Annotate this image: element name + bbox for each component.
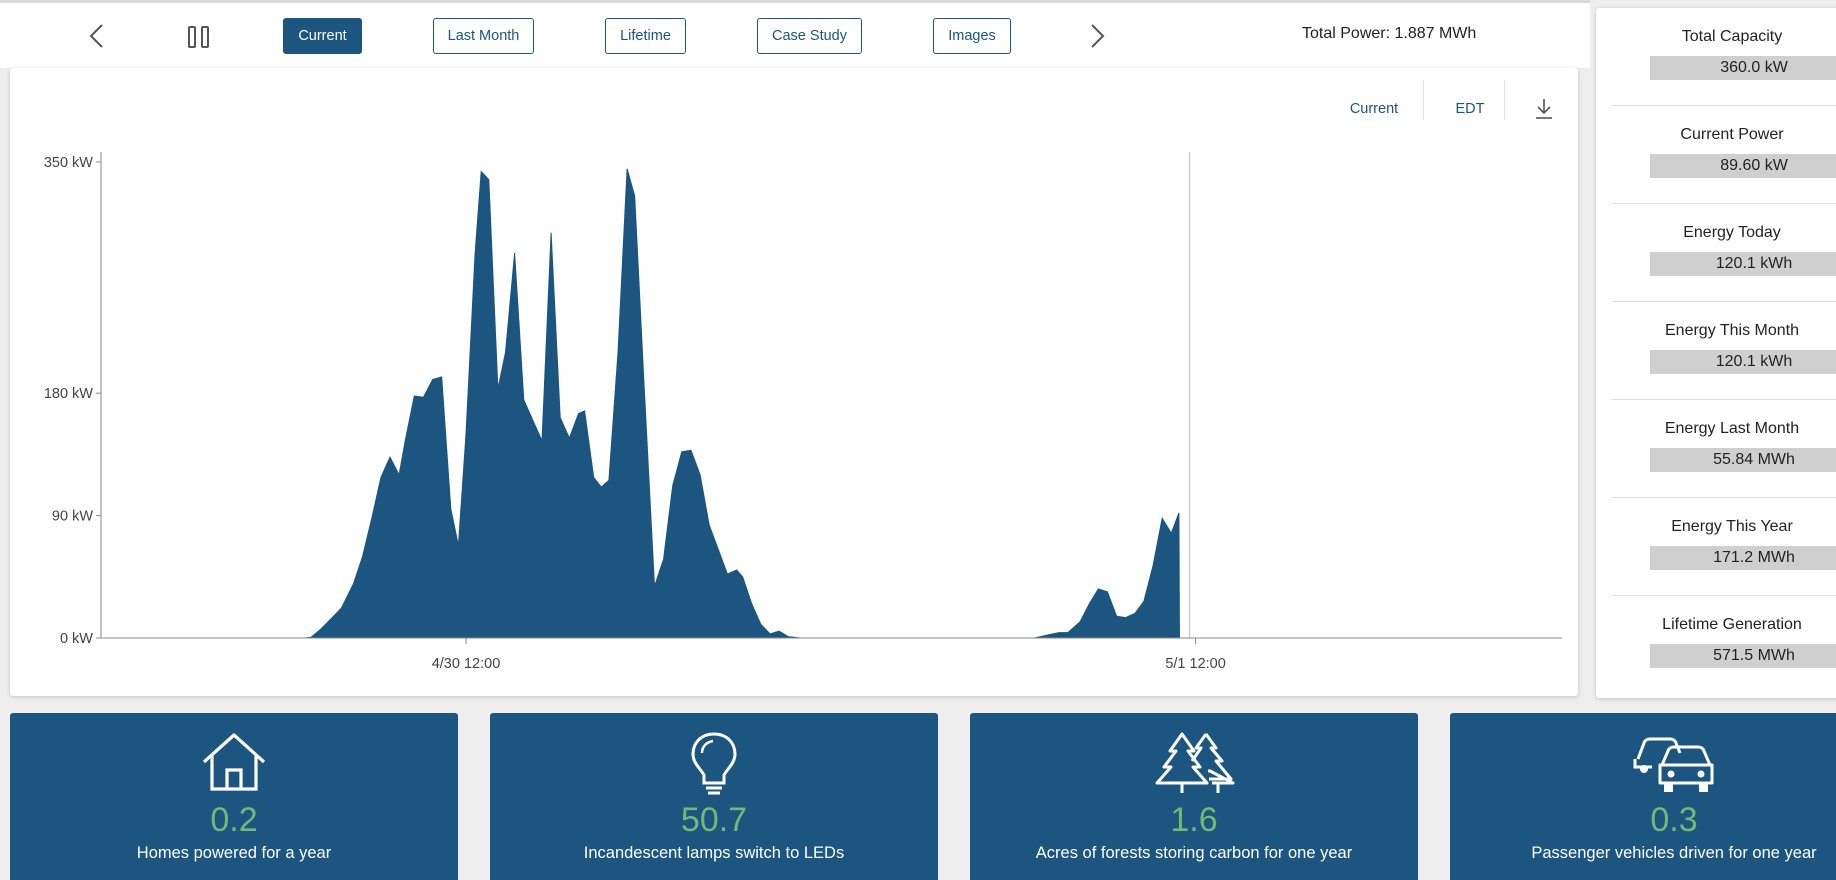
- next-arrow-icon[interactable]: [1082, 21, 1112, 51]
- total-power-readout: Total Power: 1.887 MWh: [1302, 25, 1477, 42]
- toolbar-divider: [1504, 80, 1505, 120]
- stat-label: Energy This Month: [1665, 322, 1799, 339]
- tab-case-study[interactable]: Case Study: [757, 18, 862, 54]
- stat-label: Current Power: [1680, 126, 1784, 143]
- stat-value: 55.84 MWh: [1650, 448, 1836, 472]
- stat-energy-this-month: Energy This Month 120.1 kWh: [1612, 302, 1836, 400]
- timezone-button[interactable]: EDT: [1455, 101, 1485, 117]
- tab-current[interactable]: Current: [283, 18, 362, 54]
- chart-range-button[interactable]: Current: [1349, 101, 1399, 117]
- download-icon[interactable]: [1522, 90, 1566, 128]
- stat-value: 571.5 MWh: [1650, 644, 1836, 668]
- equivalent-label: Acres of forests storing carbon for one …: [1035, 844, 1353, 862]
- stat-energy-last-month: Energy Last Month 55.84 MWh: [1612, 400, 1836, 498]
- toolbar-divider: [1423, 80, 1424, 120]
- stat-label: Energy Today: [1683, 224, 1781, 241]
- house-icon: [10, 731, 458, 793]
- y-tick-label: 0 kW: [60, 631, 93, 647]
- equivalent-label: Incandescent lamps switch to LEDs: [583, 844, 845, 862]
- tab-last-month[interactable]: Last Month: [433, 18, 534, 54]
- stat-value: 360.0 kW: [1650, 56, 1836, 80]
- equivalent-label: Homes powered for a year: [136, 844, 332, 862]
- stat-label: Energy This Year: [1671, 518, 1793, 535]
- y-tick-label: 180 kW: [44, 386, 93, 402]
- tab-images[interactable]: Images: [933, 18, 1011, 54]
- equivalent-card-vehicles: 0.3 Passenger vehicles driven for one ye…: [1450, 713, 1836, 880]
- top-toolbar: Current Last Month Lifetime Case Study I…: [0, 0, 1590, 68]
- stat-value: 120.1 kWh: [1650, 252, 1836, 276]
- stat-energy-today: Energy Today 120.1 kWh: [1612, 204, 1836, 302]
- trees-icon: [970, 731, 1418, 795]
- stat-label: Energy Last Month: [1664, 420, 1800, 437]
- equivalent-label: Passenger vehicles driven for one year: [1531, 844, 1817, 862]
- y-tick-label: 90 kW: [52, 509, 93, 525]
- pause-icon[interactable]: [184, 23, 212, 51]
- stats-panel: Total Capacity 360.0 kW Current Power 89…: [1596, 8, 1836, 698]
- stat-lifetime-generation: Lifetime Generation 571.5 MWh: [1612, 596, 1836, 694]
- stat-value: 120.1 kWh: [1650, 350, 1836, 374]
- lightbulb-icon: [490, 731, 938, 797]
- stat-energy-this-year: Energy This Year 171.2 MWh: [1612, 498, 1836, 596]
- stat-label: Total Capacity: [1681, 28, 1783, 45]
- previous-arrow-icon[interactable]: [82, 21, 112, 51]
- x-tick-label: 4/30 12:00: [432, 656, 501, 672]
- tab-lifetime[interactable]: Lifetime: [605, 18, 686, 54]
- power-area-chart: 0 kW 90 kW 180 kW 350 kW 4/30 12:00 5/1 12:00: [44, 152, 1562, 672]
- x-tick-label: 5/1 12:00: [1165, 656, 1225, 672]
- stat-current-power: Current Power 89.60 kW: [1612, 106, 1836, 204]
- equivalent-card-lamps: 50.7 Incandescent lamps switch to LEDs: [490, 713, 938, 880]
- equivalent-value: 1.6: [1170, 801, 1218, 839]
- equivalent-card-forests: 1.6 Acres of forests storing carbon for …: [970, 713, 1418, 880]
- stat-total-capacity: Total Capacity 360.0 kW: [1612, 8, 1836, 106]
- y-tick-label: 350 kW: [44, 155, 93, 171]
- cars-icon: [1450, 731, 1836, 795]
- stat-label: Lifetime Generation: [1662, 616, 1802, 633]
- equivalent-card-homes: 0.2 Homes powered for a year: [10, 713, 458, 880]
- power-chart-card: 0 kW 90 kW 180 kW 350 kW 4/30 12:00 5/1 12:00…: [10, 68, 1578, 696]
- power-area-series: [101, 168, 1181, 639]
- equivalent-value: 50.7: [680, 801, 748, 839]
- equivalent-value: 0.3: [1650, 801, 1698, 839]
- stat-value: 89.60 kW: [1650, 154, 1836, 178]
- equivalent-value: 0.2: [210, 801, 258, 839]
- stat-value: 171.2 MWh: [1650, 546, 1836, 570]
